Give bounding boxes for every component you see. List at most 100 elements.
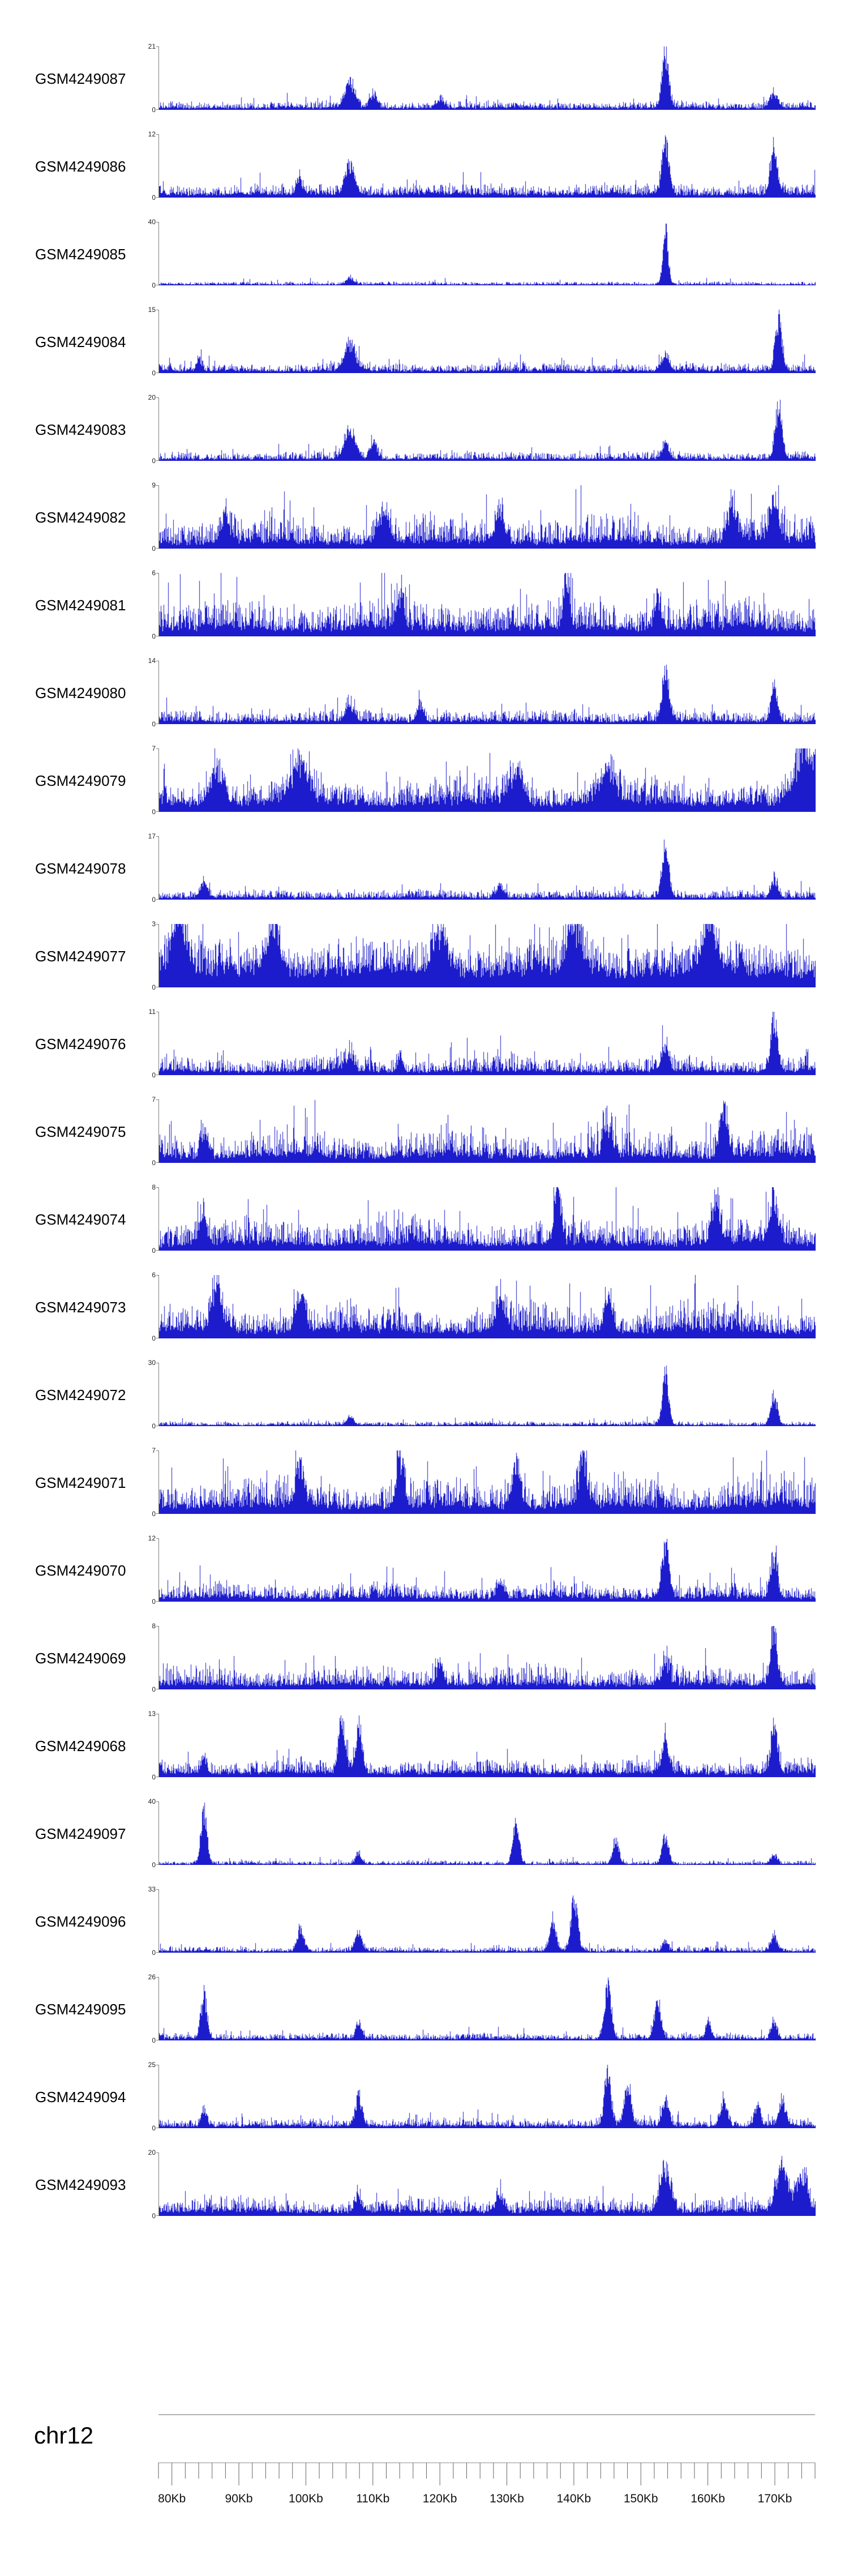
y-axis-max-label: 17: [148, 832, 156, 840]
y-axis-top-tick: [156, 748, 159, 749]
track-label: GSM4249096: [35, 1913, 126, 1930]
chromosome-ruler-section: 80Kb 90Kb 100Kb 110Kb 120Kb 130Kb 140Kb 150Kb 16…: [0, 2413, 849, 2538]
track-label: GSM4249071: [35, 1474, 126, 1491]
y-axis-zero-label: 0: [152, 1159, 156, 1167]
signal-area: [159, 2153, 816, 2216]
track-row: GSM4249093 20 0: [0, 2129, 849, 2220]
signal-area: [159, 134, 816, 198]
signal-plot[interactable]: 11 0: [149, 1008, 816, 1079]
signal-plot[interactable]: 40 0: [148, 1798, 816, 1869]
y-axis-top-tick: [156, 1187, 159, 1188]
y-axis-top-tick: [156, 46, 159, 47]
track-label: GSM4249070: [35, 1562, 126, 1579]
track-label: GSM4249095: [35, 2001, 126, 2018]
track-row: GSM4249081 6 0: [0, 549, 849, 640]
signal-area: [159, 573, 816, 636]
track-row: GSM4249079 7 0: [0, 725, 849, 816]
signal-plot[interactable]: 17 0: [148, 832, 816, 904]
signal-plot[interactable]: 20 0: [148, 2149, 816, 2220]
track-row: GSM4249085 40 0: [0, 198, 849, 289]
y-axis-top-tick: [156, 1538, 159, 1539]
y-axis-zero-label: 0: [152, 983, 156, 991]
ruler-tick-label: 150Kb: [624, 2492, 658, 2505]
signal-plot[interactable]: 26 0: [148, 1973, 816, 2044]
signal-area: [159, 924, 816, 987]
y-axis-max-label: 13: [148, 1710, 156, 1718]
y-axis-max-label: 33: [148, 1885, 156, 1893]
y-axis-bottom-tick: [156, 899, 159, 900]
track-label: GSM4249087: [35, 70, 126, 87]
track-label: GSM4249079: [35, 772, 126, 789]
track-row: GSM4249069 8 0: [0, 1602, 849, 1693]
y-axis-max-label: 26: [148, 1973, 156, 1981]
y-axis-zero-label: 0: [152, 281, 156, 289]
y-axis-max-label: 12: [148, 1534, 156, 1542]
signal-plot[interactable]: 21 0: [148, 42, 816, 114]
track-label: GSM4249072: [35, 1387, 126, 1403]
track-row: GSM4249086 12 0: [0, 110, 849, 202]
y-axis-max-label: 30: [148, 1359, 156, 1367]
signal-area: [159, 1450, 816, 1514]
y-axis-top-tick: [156, 1275, 159, 1276]
signal-plot[interactable]: 30 0: [148, 1359, 816, 1430]
ruler-tick-label: 100Kb: [289, 2492, 323, 2505]
y-axis-bottom-tick: [156, 548, 159, 549]
ruler-axis[interactable]: 80Kb 90Kb 100Kb 110Kb 120Kb 130Kb 140Kb 150Kb 16…: [0, 2413, 849, 2526]
track-label: GSM4249094: [35, 2089, 126, 2106]
y-axis-top-tick: [156, 1977, 159, 1978]
track-row: GSM4249083 20 0: [0, 374, 849, 465]
track-row: GSM4249071 7 0: [0, 1427, 849, 1518]
signal-plot[interactable]: 25 0: [148, 2061, 816, 2132]
y-axis-top-tick: [156, 1889, 159, 1890]
y-axis-top-tick: [156, 573, 159, 574]
signal-plot[interactable]: 15 0: [148, 306, 816, 377]
signal-area: [159, 748, 816, 812]
signal-area: [159, 46, 816, 110]
signal-plot[interactable]: 13 0: [148, 1710, 816, 1781]
signal-plot[interactable]: 40 0: [148, 218, 816, 289]
signal-area: [159, 1275, 816, 1338]
y-axis-max-label: 40: [148, 218, 156, 226]
y-axis-bottom-tick: [156, 2215, 159, 2216]
y-axis-max-label: 20: [148, 393, 156, 401]
signal-plot[interactable]: 12 0: [148, 130, 816, 202]
y-axis-max-label: 8: [152, 1622, 156, 1630]
track-row: GSM4249078 17 0: [0, 812, 849, 904]
y-axis-max-label: 8: [152, 1183, 156, 1191]
track-label: GSM4249084: [35, 333, 126, 350]
signal-plot[interactable]: 12 0: [148, 1534, 816, 1606]
track-row: GSM4249077 3 0: [0, 900, 849, 991]
ruler-tick-label: 110Kb: [356, 2492, 389, 2505]
y-axis-zero-label: 0: [152, 1334, 156, 1342]
signal-plot[interactable]: 14 0: [148, 657, 816, 728]
y-axis-top-tick: [156, 134, 159, 135]
y-axis-max-label: 40: [148, 1798, 156, 1805]
track-row: GSM4249084 15 0: [0, 286, 849, 377]
y-axis-max-label: 15: [148, 306, 156, 314]
track-label: GSM4249075: [35, 1123, 126, 1140]
signal-area: [159, 1538, 816, 1602]
y-axis-max-label: 12: [148, 130, 156, 138]
signal-plot[interactable]: 20 0: [148, 393, 816, 465]
track-row: GSM4249068 13 0: [0, 1690, 849, 1781]
y-axis-bottom-tick: [156, 1952, 159, 1953]
track-row: GSM4249073 6 0: [0, 1251, 849, 1342]
y-axis-bottom-tick: [156, 109, 159, 110]
track-row: GSM4249076 11 0: [0, 988, 849, 1079]
track-row: GSM4249075 7 0: [0, 1076, 849, 1167]
y-axis-zero-label: 0: [152, 369, 156, 377]
ruler-tick-label: 130Kb: [490, 2492, 524, 2505]
signal-plot[interactable]: 33 0: [148, 1885, 816, 1957]
y-axis-zero-label: 0: [152, 1949, 156, 1957]
track-row: GSM4249094 25 0: [0, 2041, 849, 2132]
signal-area: [159, 1099, 816, 1163]
